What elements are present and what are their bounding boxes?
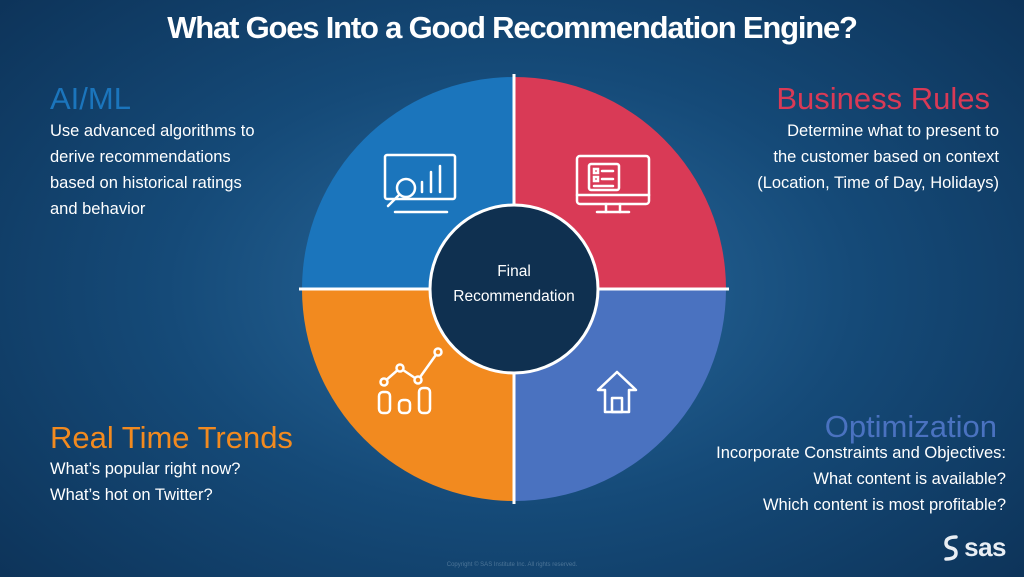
business-rules-heading: Business Rules [776, 81, 990, 116]
aiml-heading: AI/ML [50, 81, 131, 116]
center-label-line1: Final [497, 263, 531, 280]
slide-title: What Goes Into a Good Recommendation Eng… [167, 10, 858, 45]
sas-logo-icon [944, 534, 958, 561]
sas-logo: sas [940, 532, 1006, 563]
optimization-description: Incorporate Constraints and Objectives: … [716, 440, 1006, 518]
aiml-line: derive recommendations [50, 148, 231, 166]
sas-logo-text: sas [964, 532, 1006, 562]
trends-line: What’s popular right now? [50, 460, 241, 478]
optimization-line: Which content is most profitable? [762, 496, 1006, 514]
optimization-heading: Optimization [824, 409, 997, 444]
real-time-trends-heading: Real Time Trends [50, 420, 293, 455]
business-rules-line: (Location, Time of Day, Holidays) [757, 174, 999, 192]
real-time-trends-description: What’s popular right now? What’s hot on … [50, 456, 240, 508]
trends-line: What’s hot on Twitter? [50, 486, 213, 504]
center-circle [428, 203, 600, 375]
optimization-line: Incorporate Constraints and Objectives: [716, 444, 1006, 462]
aiml-line: and behavior [50, 200, 146, 218]
center-label-line2: Recommendation [453, 288, 574, 305]
copyright-text: Copyright © SAS Institute Inc. All right… [446, 562, 578, 568]
chart-magnifier-icon [383, 153, 457, 214]
optimization-line: What content is available? [813, 470, 1006, 488]
aiml-line: Use advanced algorithms to [50, 122, 255, 140]
business-rules-line: Determine what to present to [787, 122, 999, 140]
house-arrow-icon [596, 370, 638, 414]
monitor-checklist-icon [575, 154, 651, 214]
business-rules-line: the customer based on context [773, 148, 999, 166]
aiml-description: Use advanced algorithms to derive recomm… [50, 118, 255, 222]
trend-chart-icon [377, 347, 443, 415]
aiml-line: based on historical ratings [50, 174, 242, 192]
business-rules-description: Determine what to present to the custome… [757, 118, 999, 196]
